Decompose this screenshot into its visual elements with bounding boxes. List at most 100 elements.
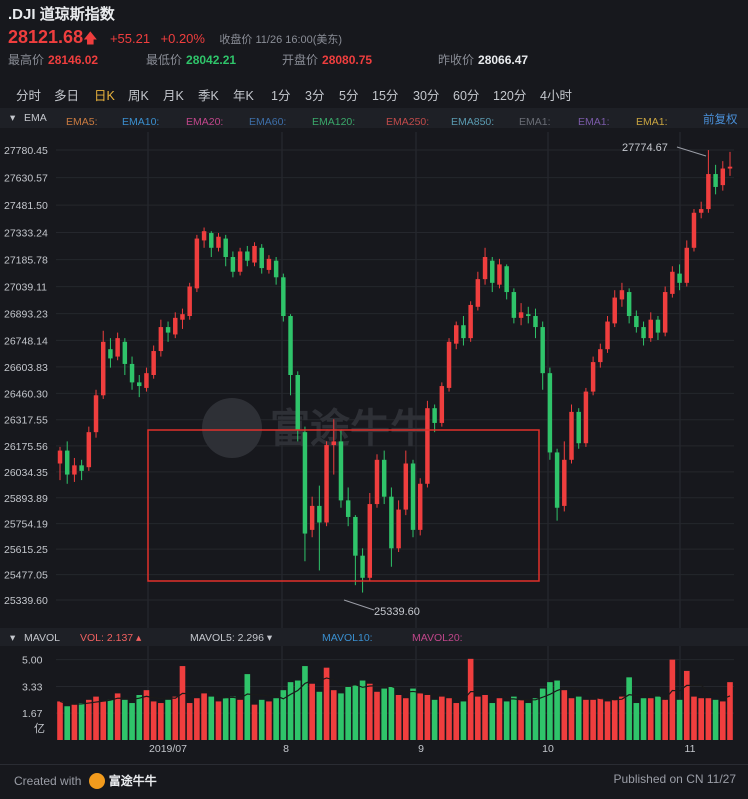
tab-12[interactable]: 60分 — [453, 89, 480, 103]
candle-body-8 — [115, 338, 120, 357]
vol-bar-93 — [727, 682, 733, 740]
vol-bar-44 — [374, 691, 380, 740]
tab-6[interactable]: 年K — [233, 89, 254, 103]
futu-logo-icon — [88, 772, 105, 789]
ema-label[interactable]: EMA — [24, 112, 47, 124]
y-tick-15: 25615.25 — [4, 544, 48, 556]
candle-body-43 — [367, 504, 373, 578]
candle-body-56 — [461, 325, 466, 339]
candle-body-32 — [288, 316, 293, 376]
candle-body-65 — [526, 314, 531, 317]
watermark-text: 富途牛牛 — [270, 406, 430, 452]
candle-body-66 — [533, 316, 538, 328]
tab-14[interactable]: 4小时 — [540, 89, 572, 103]
x-label-0: 2019/07 — [149, 743, 187, 755]
vol-bar-13 — [150, 701, 157, 740]
vol-bar-52 — [431, 699, 438, 740]
ema-item-5: EMA250: — [386, 116, 430, 128]
vol-bar-65 — [525, 703, 532, 740]
tab-0[interactable]: 分时 — [16, 89, 42, 103]
candle-body-14 — [158, 327, 164, 352]
candle-body-61 — [497, 264, 502, 285]
x-label-3: 10 — [542, 743, 554, 755]
vol-bar-68 — [547, 682, 553, 740]
adjust-button[interactable]: 前复权 — [703, 114, 738, 126]
vol-bar-42 — [359, 680, 366, 740]
candle-body-51 — [425, 408, 430, 484]
candle-body-82 — [648, 319, 653, 339]
candle-body-83 — [655, 319, 661, 333]
vol-bar-12 — [143, 690, 150, 740]
candle-body-46 — [389, 496, 394, 549]
vol-bar-73 — [583, 699, 589, 740]
candle-body-37 — [324, 445, 329, 523]
candle-body-71 — [569, 411, 574, 460]
candle-body-68 — [547, 373, 553, 453]
vol-bar-64 — [518, 699, 524, 740]
vol-bar-91 — [712, 699, 719, 740]
vol-bar-53 — [439, 696, 445, 740]
mavol-label-2: VOL: 2.137 ▴ — [80, 632, 142, 644]
tab-5[interactable]: 季K — [198, 89, 219, 103]
candle-body-10 — [129, 363, 135, 383]
tab-11[interactable]: 30分 — [413, 89, 440, 103]
y-tick-14: 25754.19 — [4, 519, 48, 531]
vol-bar-85 — [669, 659, 676, 740]
symbol: .DJI — [8, 6, 36, 23]
vol-bar-79 — [626, 677, 632, 740]
vol-bar-31 — [280, 690, 287, 740]
vol-bar-78 — [619, 696, 625, 740]
tab-4[interactable]: 月K — [163, 89, 184, 103]
stat-open: 开盘价 28080.75 — [282, 53, 373, 67]
tab-8[interactable]: 3分 — [305, 89, 325, 103]
candle-body-31 — [281, 277, 286, 317]
y-tick-3: 27333.24 — [4, 227, 48, 239]
candle-body-77 — [612, 297, 617, 324]
mavol-bar — [0, 628, 748, 646]
price-change: +55.21 — [109, 31, 151, 46]
vol-bar-75 — [597, 698, 604, 740]
tab-13[interactable]: 120分 — [493, 89, 527, 103]
vol-bar-41 — [352, 685, 359, 740]
candle-body-69 — [554, 452, 560, 508]
candle-body-2 — [72, 465, 77, 475]
candle-body-34 — [302, 432, 308, 534]
candle-body-47 — [396, 509, 401, 549]
tab-9[interactable]: 5分 — [339, 89, 359, 103]
y-tick-13: 25893.89 — [4, 493, 48, 505]
vol-bar-45 — [381, 688, 388, 740]
tab-10[interactable]: 15分 — [372, 89, 399, 103]
candle-body-54 — [446, 341, 452, 388]
candle-body-19 — [194, 238, 200, 289]
highlight-box — [147, 429, 540, 582]
candle-body-62 — [504, 266, 509, 293]
candle-body-80 — [634, 316, 639, 328]
candle-body-81 — [641, 327, 646, 339]
footer: Created with 富途牛牛 Published on CN 11/27 — [0, 764, 748, 799]
y-tick-8: 26603.83 — [4, 362, 48, 374]
high-annotation: 27774.67 — [622, 142, 668, 154]
vol-bar-16 — [172, 696, 179, 740]
candle-body-58 — [475, 279, 481, 307]
candle-body-73 — [583, 391, 589, 444]
ema-toggle-icon[interactable]: ▾ — [10, 112, 16, 124]
ema-item-2: EMA20: — [186, 116, 224, 128]
vol-tick-2: 1.67 — [22, 708, 43, 720]
low-annotation: 25339.60 — [374, 606, 420, 618]
vol-bar-6 — [100, 701, 107, 740]
y-tick-10: 26317.55 — [4, 415, 48, 427]
vol-bar-8 — [114, 693, 121, 740]
candle-body-63 — [511, 292, 517, 318]
candle-body-89 — [698, 209, 704, 213]
vol-bar-0 — [57, 701, 63, 740]
tab-2[interactable]: 日K — [94, 89, 115, 103]
low-annotation-line — [343, 599, 375, 611]
tab-1[interactable]: 多日 — [54, 89, 80, 103]
x-label-1: 8 — [283, 743, 289, 755]
vol-bar-11 — [136, 695, 143, 740]
published-text: Published on CN 11/27 — [613, 772, 736, 786]
tab-7[interactable]: 1分 — [271, 89, 291, 103]
ema-item-7: EMA1: — [519, 116, 551, 128]
x-label-4: 11 — [685, 743, 696, 755]
tab-3[interactable]: 周K — [128, 89, 149, 103]
